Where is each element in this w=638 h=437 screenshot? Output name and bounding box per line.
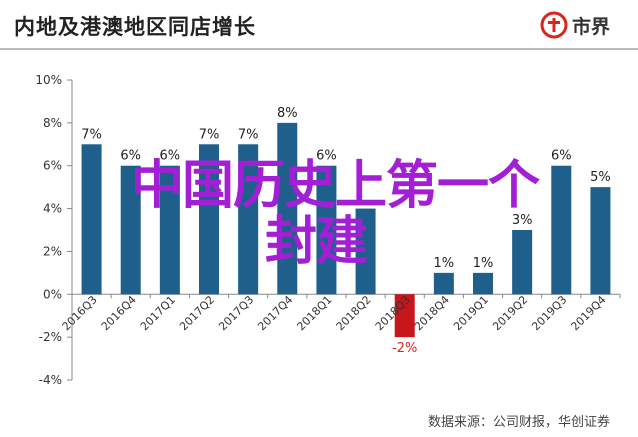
x-tick-label: 2019Q4 <box>568 293 608 333</box>
bar <box>394 294 415 338</box>
data-label: 7% <box>199 127 220 142</box>
bar <box>433 272 454 295</box>
x-tick-label: 2019Q2 <box>490 293 530 333</box>
x-tick-label: 2018Q4 <box>412 293 452 333</box>
bar <box>199 144 219 295</box>
overlay-line-1: 中国历史上第一个 <box>130 156 540 216</box>
bar <box>590 187 611 295</box>
x-tick-label: 2017Q3 <box>216 293 256 333</box>
y-tick-label: 4% <box>43 202 62 216</box>
title-divider <box>0 48 638 50</box>
bar <box>238 144 259 295</box>
x-tick-label: 2018Q2 <box>334 293 374 333</box>
data-label: 7% <box>238 127 259 142</box>
data-label: 5% <box>590 170 611 185</box>
x-tick-label: 2016Q4 <box>99 293 139 333</box>
y-tick-label: 10% <box>35 73 62 87</box>
bar <box>473 272 493 295</box>
x-tick-label: 2016Q3 <box>60 293 100 333</box>
chart-title: 内地及港澳地区同店增长 <box>14 15 256 39</box>
bar <box>355 208 376 295</box>
y-tick-label: 8% <box>43 116 62 130</box>
bar <box>277 122 298 295</box>
bar <box>159 165 180 295</box>
data-label: 7% <box>81 127 102 142</box>
data-label: 6% <box>551 149 572 164</box>
bar <box>81 144 102 295</box>
x-tick-label: 2018Q1 <box>294 293 334 333</box>
bar <box>551 165 572 295</box>
bar <box>120 165 141 295</box>
x-tick-label: 2017Q1 <box>138 293 178 333</box>
bar <box>512 230 533 295</box>
logo-mark-icon <box>540 11 568 39</box>
data-label: 1% <box>473 256 494 271</box>
y-tick-label: 0% <box>43 287 62 301</box>
x-tick-label: 2017Q2 <box>177 293 217 333</box>
data-label: -2% <box>392 341 417 356</box>
data-label: 6% <box>316 149 337 164</box>
x-tick-label: 2017Q4 <box>255 293 295 333</box>
brand-logo: 市界 <box>540 10 610 40</box>
y-tick-label: -4% <box>39 373 62 387</box>
data-label: 3% <box>512 213 533 228</box>
logo-text: 市界 <box>571 15 610 38</box>
overlay-line-2: 封建 <box>264 212 368 272</box>
y-tick-label: -2% <box>39 330 62 344</box>
data-label: 8% <box>277 106 298 121</box>
bar <box>316 165 337 295</box>
y-tick-label: 6% <box>43 159 62 173</box>
data-label: 6% <box>120 149 141 164</box>
source-note: 数据来源：公司财报，华创证券 <box>427 415 610 430</box>
data-label: 6% <box>160 149 181 164</box>
watermark-overlay: 中国历史上第一个 封建 <box>55 158 615 270</box>
y-tick-label: 2% <box>43 244 62 258</box>
x-tick-label: 2019Q1 <box>451 293 491 333</box>
data-label: 1% <box>434 256 455 271</box>
x-tick-label: 2019Q3 <box>529 293 569 333</box>
